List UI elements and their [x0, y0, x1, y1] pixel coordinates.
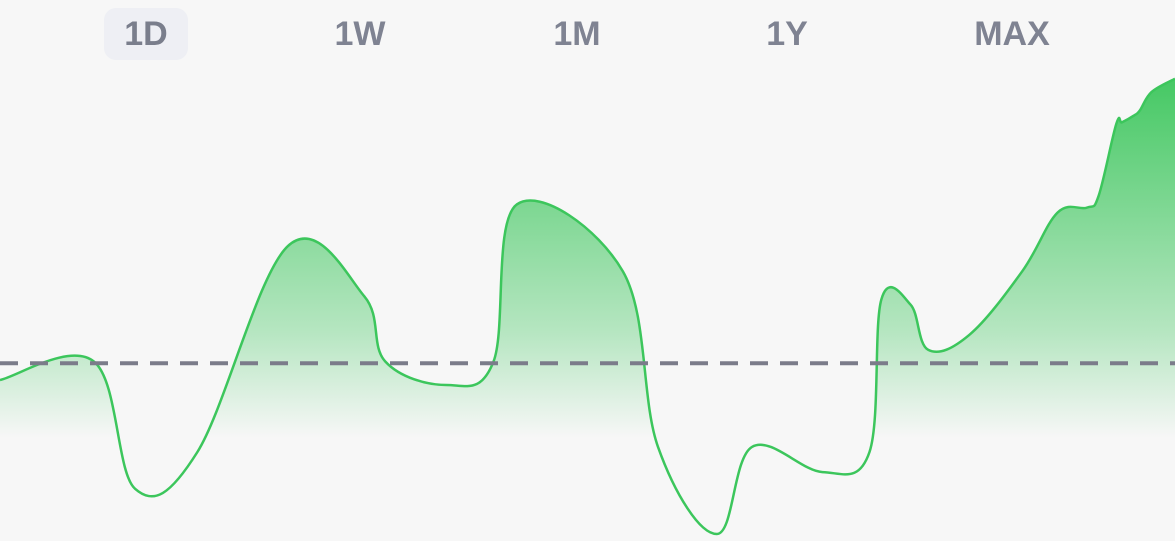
tab-1d[interactable]: 1D — [104, 8, 188, 60]
tab-1w[interactable]: 1W — [334, 14, 386, 53]
price-line — [0, 77, 1175, 536]
range-tab-bar: 1D 1W 1M 1Y MAX — [0, 0, 1175, 64]
tab-1y[interactable]: 1Y — [766, 14, 808, 53]
price-area — [0, 78, 1175, 539]
tab-1m[interactable]: 1M — [553, 14, 601, 53]
tab-max[interactable]: MAX — [974, 14, 1050, 53]
